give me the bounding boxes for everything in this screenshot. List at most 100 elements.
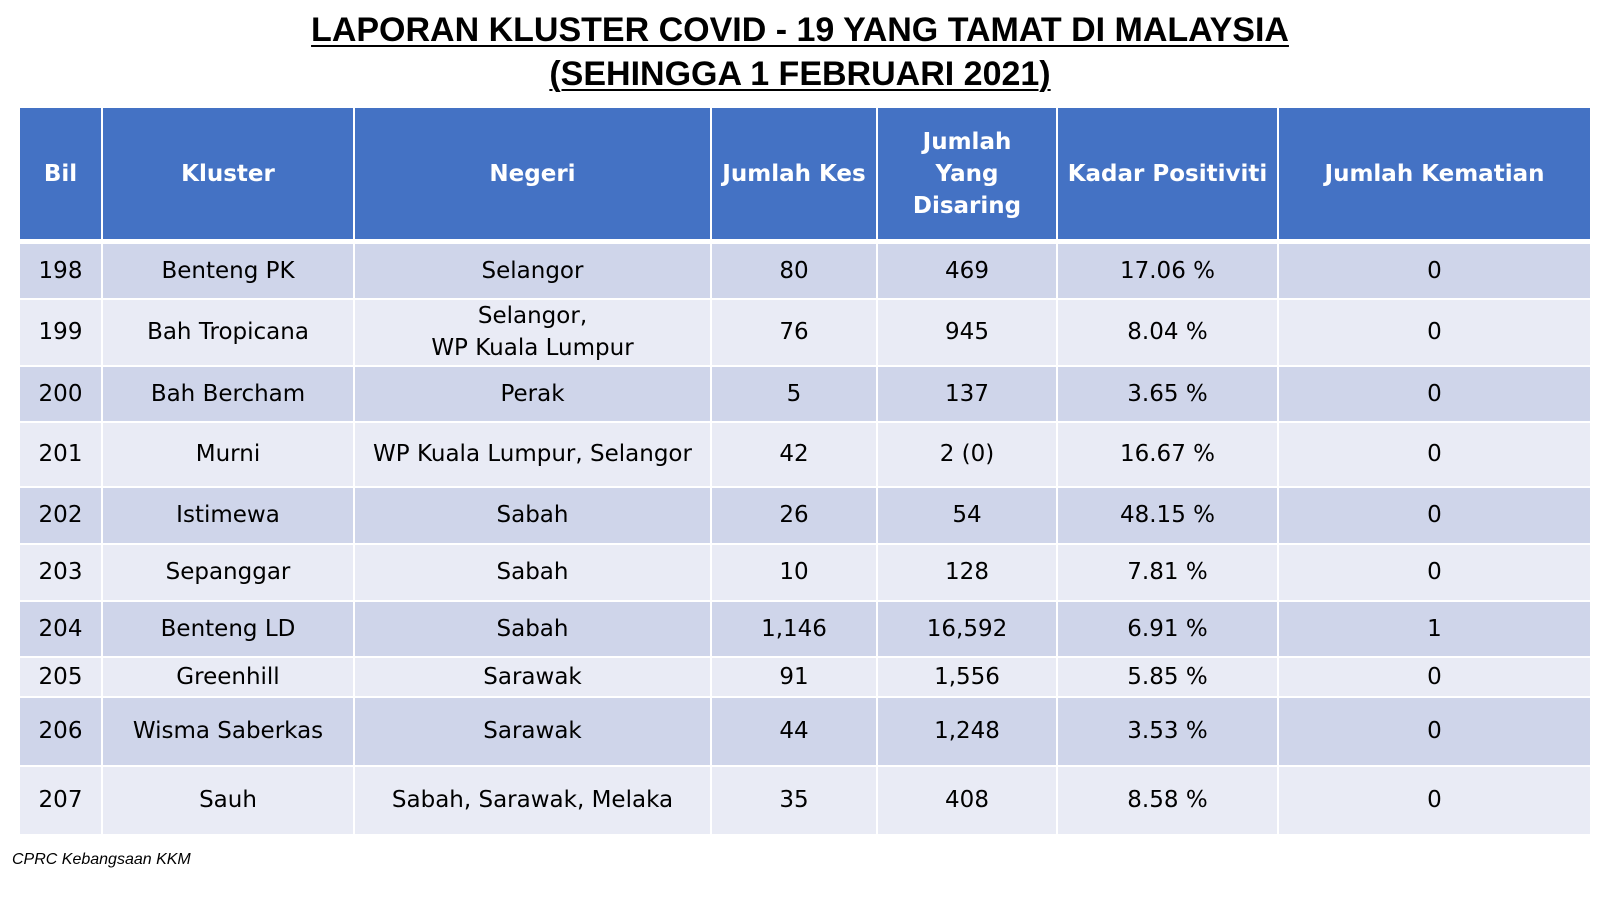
cell-bil: 200	[20, 365, 103, 423]
cell-kadar-positiviti: 3.53 %	[1057, 696, 1279, 767]
report-subtitle-text: (SEHINGGA 1 FEBRUARI 2021)	[549, 55, 1051, 93]
cell-jumlah-kes: 26	[711, 486, 878, 545]
table-row: 202 Istimewa Sabah 26 54 48.15 % 0	[20, 486, 1590, 545]
negeri-line: Sabah	[496, 502, 569, 528]
cell-kluster: Greenhill	[102, 656, 355, 698]
cell-kadar-positiviti: 3.65 %	[1057, 365, 1279, 423]
negeri-line: Sabah, Sarawak, Melaka	[391, 787, 674, 813]
cell-kluster: Istimewa	[102, 486, 355, 545]
cell-negeri: Sarawak	[354, 696, 712, 767]
cell-jumlah-disaring: 1,556	[877, 656, 1058, 698]
header-jumlah-disaring-text: Jumlah Yang Disaring	[912, 128, 1022, 219]
cell-jumlah-disaring: 469	[877, 241, 1058, 300]
cell-kadar-positiviti: 48.15 %	[1057, 486, 1279, 545]
cell-jumlah-kematian: 0	[1278, 421, 1590, 488]
cell-kadar-positiviti: 7.81 %	[1057, 543, 1279, 602]
cell-jumlah-disaring: 408	[877, 765, 1058, 836]
cell-negeri: Sabah	[354, 486, 712, 545]
cell-bil: 199	[20, 298, 103, 367]
cell-jumlah-disaring: 945	[877, 298, 1058, 367]
negeri-line: WP Kuala Lumpur, Selangor	[373, 441, 692, 467]
table-row: 206 Wisma Saberkas Sarawak 44 1,248 3.53 % 0	[20, 696, 1590, 767]
cell-negeri: Selangor	[354, 241, 712, 300]
cell-jumlah-kematian: 0	[1278, 765, 1590, 836]
cell-jumlah-disaring: 2 (0)	[877, 421, 1058, 488]
cell-jumlah-kes: 1,146	[711, 600, 878, 658]
cell-jumlah-kes: 76	[711, 298, 878, 367]
cell-kadar-positiviti: 17.06 %	[1057, 241, 1279, 300]
cell-negeri: Perak	[354, 365, 712, 423]
report-title: LAPORAN KLUSTER COVID - 19 YANG TAMAT DI…	[0, 8, 1600, 52]
cell-kadar-positiviti: 5.85 %	[1057, 656, 1279, 698]
header-bil: Bil	[20, 108, 103, 244]
cell-jumlah-kematian: 0	[1278, 696, 1590, 767]
cell-negeri: Sabah	[354, 543, 712, 602]
cell-kluster: Benteng LD	[102, 600, 355, 658]
cell-jumlah-kematian: 0	[1278, 365, 1590, 423]
table-row: 203 Sepanggar Sabah 10 128 7.81 % 0	[20, 543, 1590, 602]
cell-kluster: Wisma Saberkas	[102, 696, 355, 767]
cell-bil: 198	[20, 241, 103, 300]
table-row: 207 Sauh Sabah, Sarawak, Melaka 35 408 8.58 %…	[20, 765, 1590, 836]
cell-jumlah-disaring: 137	[877, 365, 1058, 423]
negeri-line: Perak	[500, 380, 565, 407]
cell-negeri: Sabah, Sarawak, Melaka	[354, 765, 712, 836]
cell-jumlah-kematian: 0	[1278, 486, 1590, 545]
header-kluster: Kluster	[102, 108, 355, 244]
cell-jumlah-disaring: 1,248	[877, 696, 1058, 767]
header-jumlah-kematian: Jumlah Kematian	[1278, 108, 1590, 244]
cell-kluster: Murni	[102, 421, 355, 488]
cell-kluster: Bah Bercham	[102, 365, 355, 423]
source-note: CPRC Kebangsaan KKM	[12, 851, 191, 868]
cell-bil: 203	[20, 543, 103, 602]
cell-jumlah-disaring: 128	[877, 543, 1058, 602]
cell-jumlah-kematian: 0	[1278, 241, 1590, 300]
cell-negeri: Selangor, WP Kuala Lumpur	[354, 298, 712, 367]
cell-jumlah-kes: 5	[711, 365, 878, 423]
cell-kadar-positiviti: 8.58 %	[1057, 765, 1279, 836]
cell-jumlah-disaring: 16,592	[877, 600, 1058, 658]
table-row: 198 Benteng PK Selangor 80 469 17.06 % 0	[20, 241, 1590, 300]
cluster-table: Bil Kluster Negeri Jumlah Kes Jumlah Yan…	[20, 108, 1590, 836]
negeri-line: Sabah	[496, 559, 569, 585]
table-header-row: Bil Kluster Negeri Jumlah Kes Jumlah Yan…	[20, 108, 1590, 244]
table-row: 200 Bah Bercham Perak 5 137 3.65 % 0	[20, 365, 1590, 423]
table-row: 204 Benteng LD Sabah 1,146 16,592 6.91 % 1	[20, 600, 1590, 658]
cell-kluster: Sepanggar	[102, 543, 355, 602]
negeri-line: Sarawak	[483, 718, 582, 744]
header-jumlah-kes: Jumlah Kes	[711, 108, 878, 244]
cell-kadar-positiviti: 16.67 %	[1057, 421, 1279, 488]
report-subtitle: (SEHINGGA 1 FEBRUARI 2021)	[0, 52, 1600, 96]
cell-jumlah-kes: 42	[711, 421, 878, 488]
cell-bil: 207	[20, 765, 103, 836]
table-row: 199 Bah Tropicana Selangor, WP Kuala Lumpur…	[20, 298, 1590, 367]
cell-bil: 206	[20, 696, 103, 767]
cell-jumlah-kes: 35	[711, 765, 878, 836]
report-title-text: LAPORAN KLUSTER COVID - 19 YANG TAMAT DI…	[311, 11, 1289, 49]
cell-jumlah-kematian: 0	[1278, 543, 1590, 602]
cell-negeri: WP Kuala Lumpur, Selangor	[354, 421, 712, 488]
table-row: 205 Greenhill Sarawak 91 1,556 5.85 % 0	[20, 656, 1590, 698]
cell-jumlah-kes: 91	[711, 656, 878, 698]
cell-bil: 204	[20, 600, 103, 658]
cell-jumlah-kes: 10	[711, 543, 878, 602]
cell-kadar-positiviti: 6.91 %	[1057, 600, 1279, 658]
cell-kluster: Sauh	[102, 765, 355, 836]
cell-jumlah-kematian: 0	[1278, 656, 1590, 698]
cell-bil: 201	[20, 421, 103, 488]
cell-jumlah-kematian: 1	[1278, 600, 1590, 658]
negeri-line: Selangor	[481, 257, 584, 284]
cell-kadar-positiviti: 8.04 %	[1057, 298, 1279, 367]
table-body: 198 Benteng PK Selangor 80 469 17.06 % 0 199 Bah…	[20, 241, 1590, 836]
cell-jumlah-kematian: 0	[1278, 298, 1590, 367]
header-kadar-positiviti: Kadar Positiviti	[1057, 108, 1279, 244]
negeri-line: Selangor,	[477, 303, 588, 329]
cell-kluster: Benteng PK	[102, 241, 355, 300]
cell-jumlah-kes: 80	[711, 241, 878, 300]
cell-jumlah-kes: 44	[711, 696, 878, 767]
negeri-line: Sabah	[496, 615, 569, 642]
cell-jumlah-disaring: 54	[877, 486, 1058, 545]
table-row: 201 Murni WP Kuala Lumpur, Selangor 42 2 (0)…	[20, 421, 1590, 488]
negeri-line: Sarawak	[483, 663, 582, 690]
header-jumlah-disaring: Jumlah Yang Disaring	[877, 108, 1058, 244]
